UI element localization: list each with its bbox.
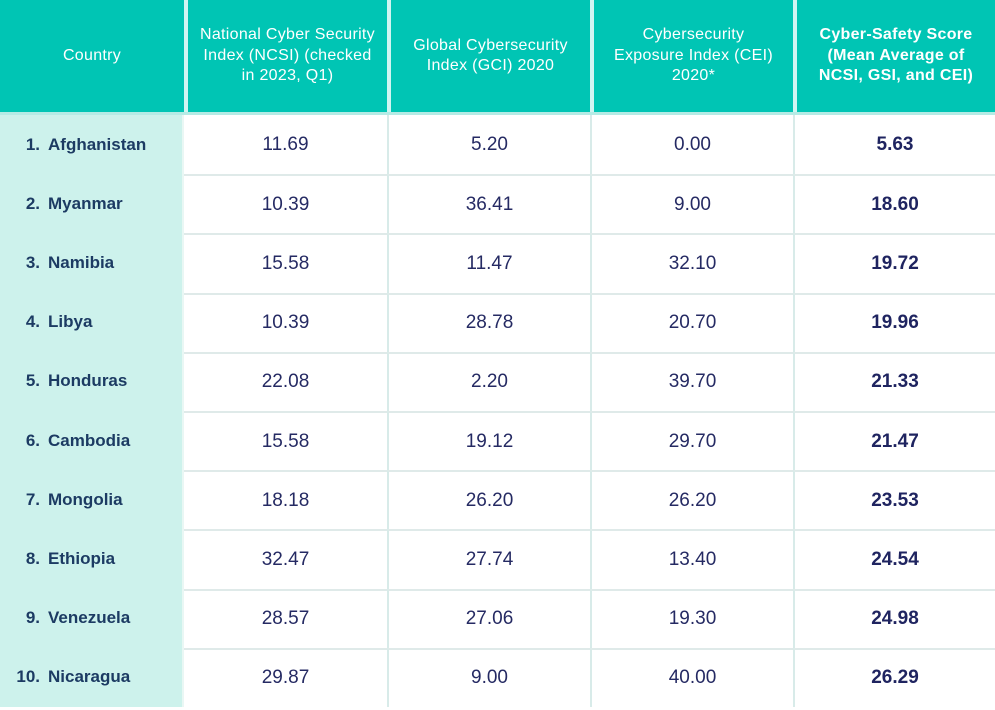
cyber-safety-score-value: 24.98	[793, 588, 995, 648]
ncsi-value: 28.57	[184, 588, 387, 648]
country-name: Namibia	[48, 252, 115, 272]
country-cell: 7. Mongolia	[0, 470, 184, 530]
gci-value: 5.20	[387, 115, 590, 175]
table-row: 6. Cambodia 15.58 19.12 29.70 21.47	[0, 411, 995, 471]
table-row: 2. Myanmar 10.39 36.41 9.00 18.60	[0, 174, 995, 234]
cyber-safety-score-value: 19.96	[793, 292, 995, 352]
gci-value: 19.12	[387, 411, 590, 471]
country-name: Mongolia	[48, 489, 123, 509]
table-row: 7. Mongolia 18.18 26.20 26.20 23.53	[0, 470, 995, 530]
ncsi-value: 11.69	[184, 115, 387, 175]
header-ncsi: National Cyber Security Index (NCSI) (ch…	[184, 0, 387, 112]
table-row: 1. Afghanistan 11.69 5.20 0.00 5.63	[0, 115, 995, 175]
table-row: 3. Namibia 15.58 11.47 32.10 19.72	[0, 233, 995, 293]
ncsi-value: 15.58	[184, 233, 387, 293]
header-cei: Cybersecurity Exposure Index (CEI) 2020*	[590, 0, 793, 112]
ncsi-value: 32.47	[184, 529, 387, 589]
country-name: Honduras	[48, 371, 128, 391]
cei-value: 19.30	[590, 588, 793, 648]
table-body: 1. Afghanistan 11.69 5.20 0.00 5.63 2. M…	[0, 115, 995, 707]
table-row: 4. Libya 10.39 28.78 20.70 19.96	[0, 292, 995, 352]
country-name: Myanmar	[48, 193, 123, 213]
cei-value: 39.70	[590, 351, 793, 411]
table-header: Country National Cyber Security Index (N…	[0, 0, 995, 115]
cyber-safety-score-value: 5.63	[793, 115, 995, 175]
ncsi-value: 15.58	[184, 411, 387, 471]
rank-label: 8.	[25, 548, 40, 568]
gci-value: 27.74	[387, 529, 590, 589]
country-cell: 9. Venezuela	[0, 588, 184, 648]
cei-value: 32.10	[590, 233, 793, 293]
gci-value: 36.41	[387, 174, 590, 234]
gci-value: 28.78	[387, 292, 590, 352]
country-cell: 3. Namibia	[0, 233, 184, 293]
header-cyber-safety-score: Cyber-Safety Score (Mean Average of NCSI…	[793, 0, 995, 112]
gci-value: 26.20	[387, 470, 590, 530]
rank-label: 7.	[25, 489, 40, 509]
country-name: Afghanistan	[48, 134, 147, 154]
gci-value: 2.20	[387, 351, 590, 411]
gci-value: 9.00	[387, 647, 590, 707]
cei-value: 20.70	[590, 292, 793, 352]
rank-label: 10.	[16, 667, 40, 687]
cei-value: 13.40	[590, 529, 793, 589]
country-cell: 2. Myanmar	[0, 174, 184, 234]
table-row: 8. Ethiopia 32.47 27.74 13.40 24.54	[0, 529, 995, 589]
ncsi-value: 29.87	[184, 647, 387, 707]
table-row: 10. Nicaragua 29.87 9.00 40.00 26.29	[0, 647, 995, 707]
cyber-safety-score-value: 23.53	[793, 470, 995, 530]
country-cell: 5. Honduras	[0, 351, 184, 411]
ncsi-value: 22.08	[184, 351, 387, 411]
cyber-safety-score-value: 21.33	[793, 351, 995, 411]
gci-value: 11.47	[387, 233, 590, 293]
country-cell: 1. Afghanistan	[0, 115, 184, 175]
country-name: Nicaragua	[48, 667, 131, 687]
country-cell: 4. Libya	[0, 292, 184, 352]
rank-label: 4.	[25, 312, 40, 332]
country-cell: 6. Cambodia	[0, 411, 184, 471]
cei-value: 40.00	[590, 647, 793, 707]
table-row: 9. Venezuela 28.57 27.06 19.30 24.98	[0, 588, 995, 648]
country-name: Venezuela	[48, 608, 131, 628]
rank-label: 2.	[25, 193, 40, 213]
rank-label: 1.	[25, 134, 40, 154]
header-country: Country	[0, 0, 184, 112]
cyber-safety-score-value: 19.72	[793, 233, 995, 293]
cei-value: 9.00	[590, 174, 793, 234]
rank-label: 6.	[25, 430, 40, 450]
country-name: Cambodia	[48, 430, 131, 450]
cyber-safety-score-value: 26.29	[793, 647, 995, 707]
country-cell: 8. Ethiopia	[0, 529, 184, 589]
cyber-safety-score-value: 18.60	[793, 174, 995, 234]
country-name: Libya	[48, 312, 93, 332]
country-name: Ethiopia	[48, 548, 116, 568]
header-gci: Global Cybersecurity Index (GCI) 2020	[387, 0, 590, 112]
gci-value: 27.06	[387, 588, 590, 648]
cei-value: 26.20	[590, 470, 793, 530]
ncsi-value: 10.39	[184, 292, 387, 352]
rank-label: 5.	[25, 371, 40, 391]
rank-label: 9.	[25, 608, 40, 628]
ncsi-value: 18.18	[184, 470, 387, 530]
table-row: 5. Honduras 22.08 2.20 39.70 21.33	[0, 351, 995, 411]
rank-label: 3.	[25, 252, 40, 272]
cyber-safety-score-value: 24.54	[793, 529, 995, 589]
cei-value: 0.00	[590, 115, 793, 175]
cei-value: 29.70	[590, 411, 793, 471]
cyber-safety-score-value: 21.47	[793, 411, 995, 471]
country-cell: 10. Nicaragua	[0, 647, 184, 707]
ncsi-value: 10.39	[184, 174, 387, 234]
